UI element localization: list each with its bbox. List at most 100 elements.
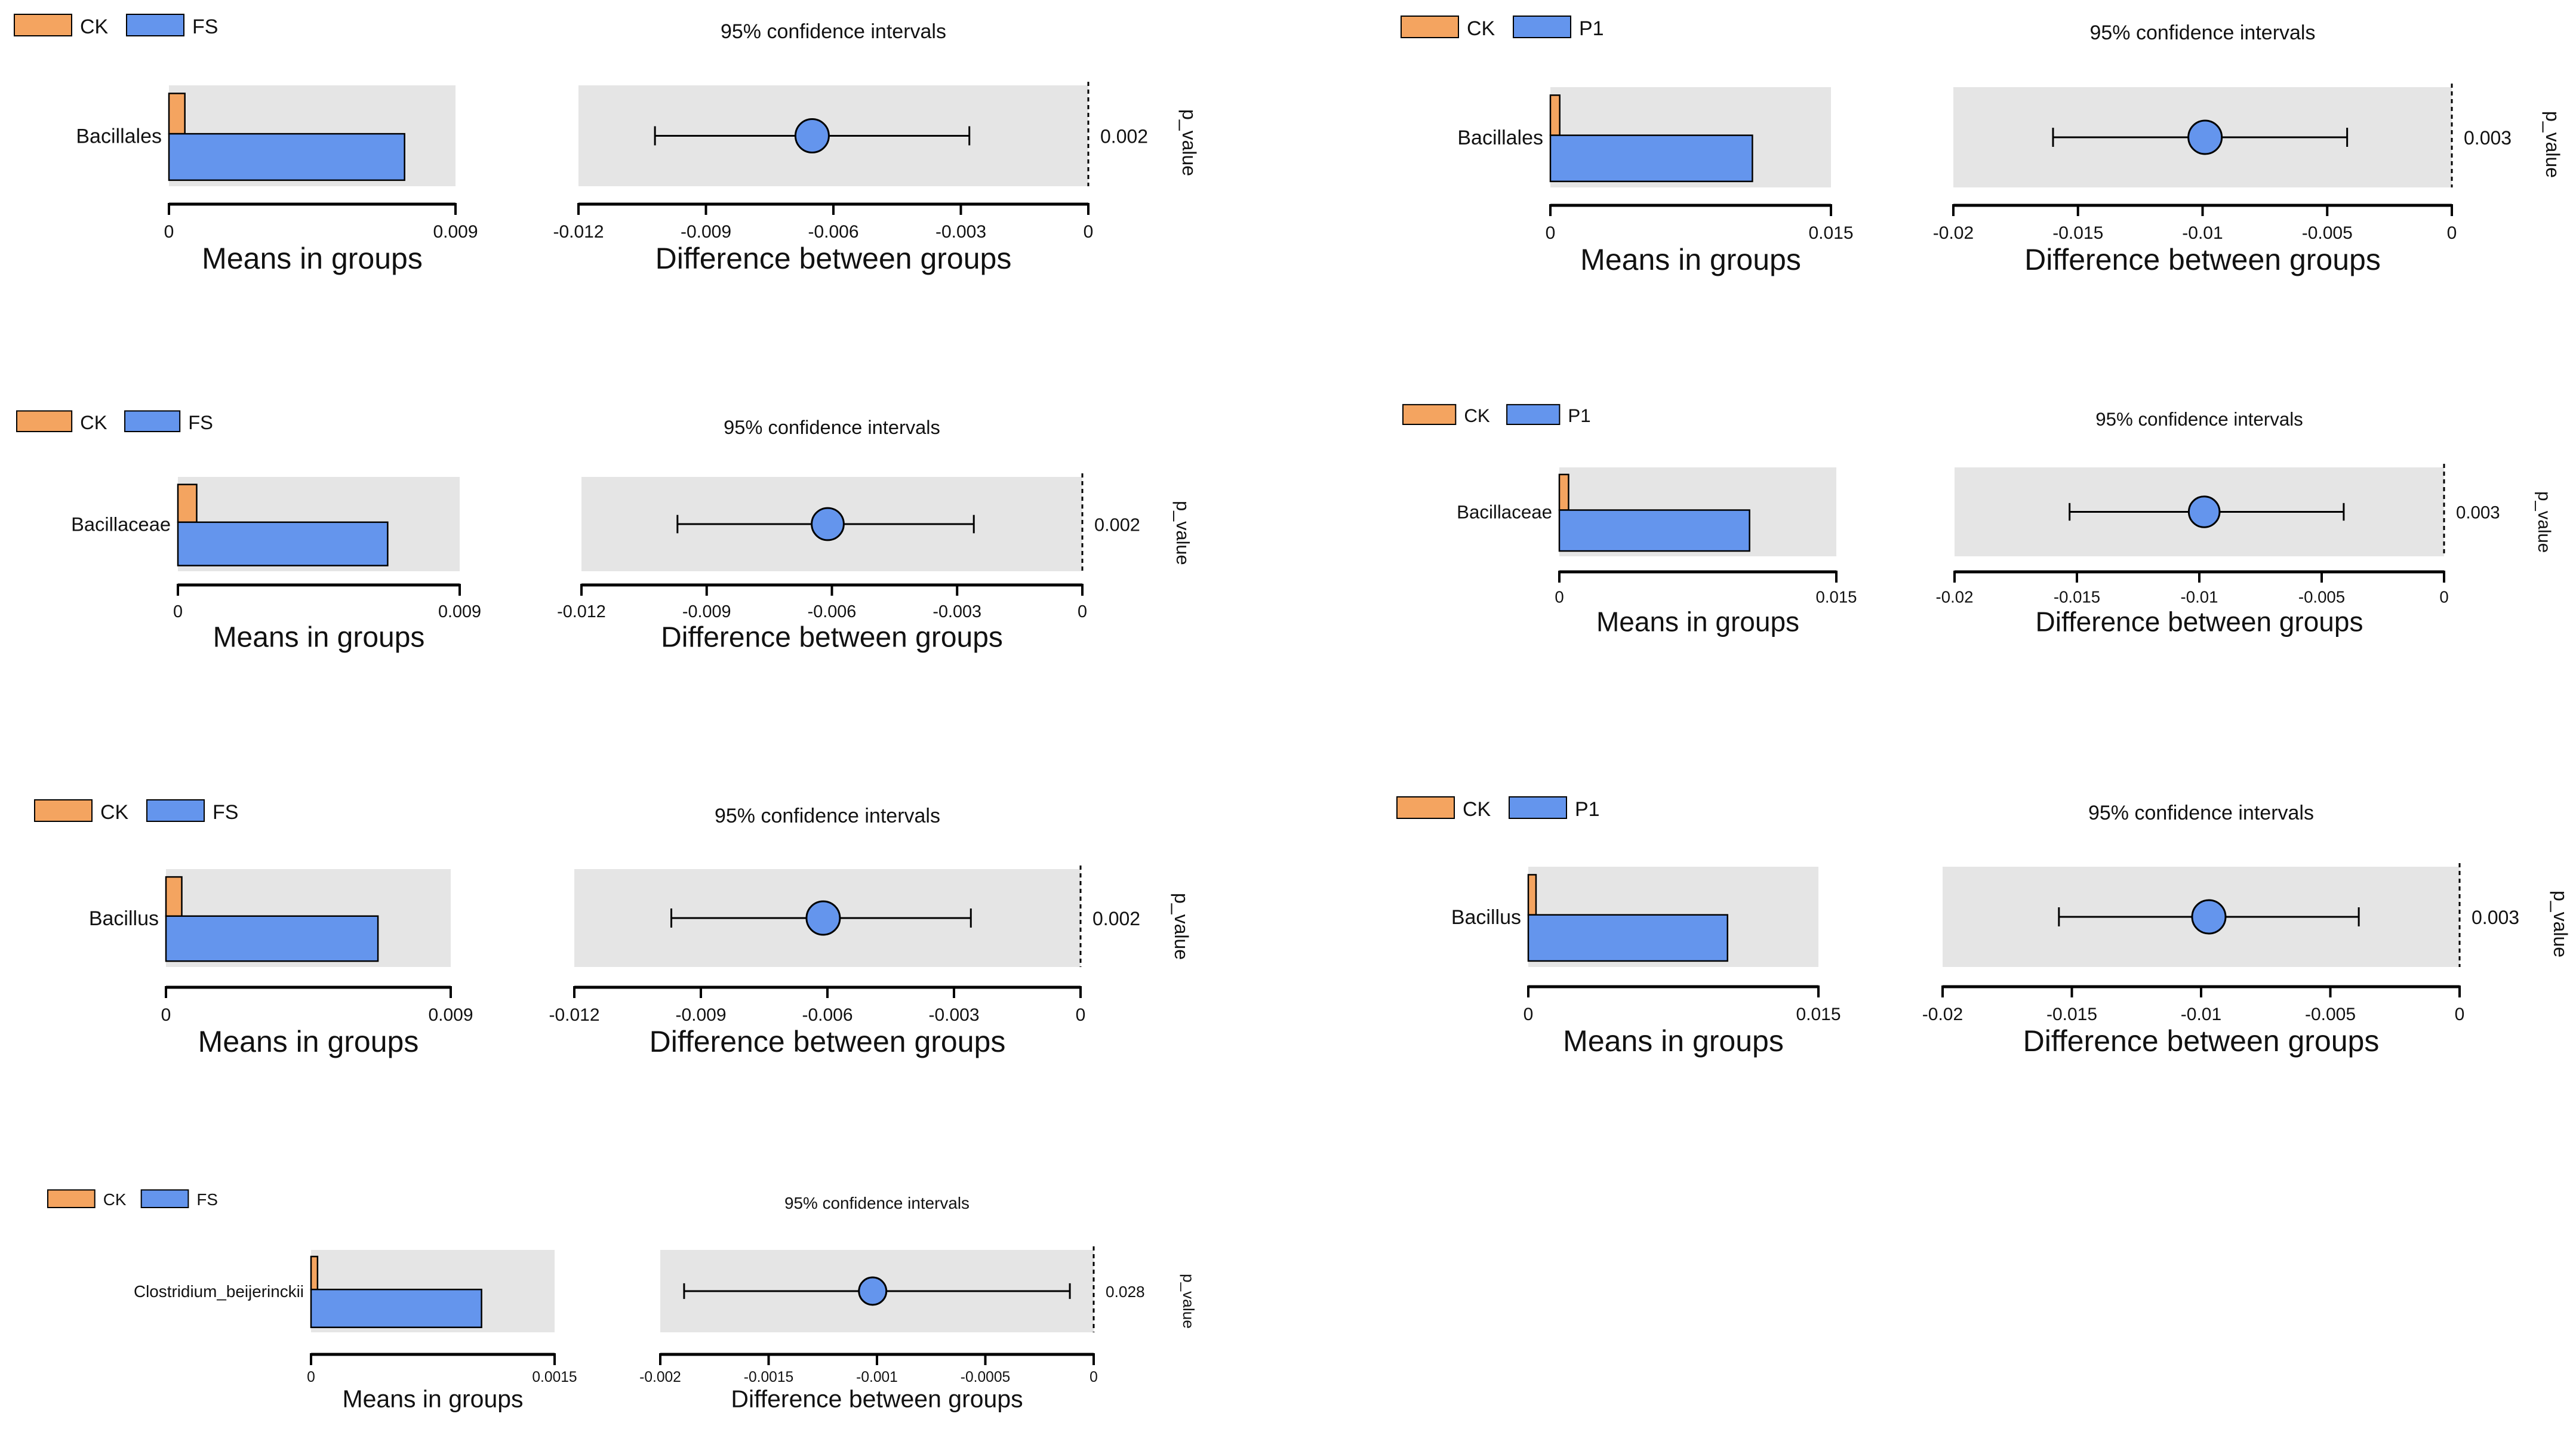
legend-swatch: [34, 799, 93, 822]
difference-point: [2191, 899, 2227, 935]
bar-axis-title: Means in groups: [213, 622, 425, 654]
legend-swatch: [1513, 16, 1571, 38]
legend-label: CK: [80, 411, 107, 433]
ci-tick-label: -0.003: [935, 222, 986, 242]
legend-label: P1: [1575, 798, 1600, 821]
legend-swatch: [146, 799, 205, 822]
chart-title: 95% confidence intervals: [2095, 409, 2303, 430]
ci-tick-label: -0.015: [2052, 223, 2103, 243]
ci-tick-label: 0: [1076, 1005, 1086, 1025]
legend-label: FS: [196, 1190, 218, 1209]
legend-swatch: [14, 14, 72, 36]
ci-tick-label: -0.01: [2181, 588, 2218, 606]
p-value: 0.003: [2472, 907, 2519, 928]
p-value: 0.002: [1092, 908, 1140, 929]
legend-swatch: [126, 14, 184, 36]
ci-tick-label: -0.002: [639, 1369, 681, 1385]
chart-title: 95% confidence intervals: [715, 805, 940, 827]
p-value-label: p_value: [1178, 109, 1200, 176]
bar-ck: [1549, 94, 1561, 136]
ci-tick-label: -0.015: [2046, 1005, 2097, 1024]
chart-panel: CK FS 95% confidence intervals Bacillaceae 0…: [16, 410, 1193, 654]
bar-treatment: [1549, 134, 1753, 183]
ci-axis-title: Difference between groups: [661, 622, 1003, 654]
ci-axis-title: Difference between groups: [650, 1025, 1006, 1058]
bar-treatment: [177, 521, 389, 566]
legend-swatch: [16, 410, 73, 433]
bar-axis-title: Means in groups: [198, 1025, 419, 1058]
bar-tick-label: 0: [1555, 588, 1564, 606]
legend-swatch: [124, 410, 181, 433]
bar-tick-label: 0.015: [1815, 588, 1857, 606]
chart-title: 95% confidence intervals: [784, 1194, 970, 1212]
ci-tick-label: -0.006: [808, 602, 857, 621]
ci-tick-label: -0.02: [1922, 1005, 1963, 1024]
legend-label: CK: [100, 801, 129, 824]
ci-tick-label: -0.0005: [961, 1369, 1010, 1385]
p-value: 0.003: [2464, 127, 2512, 149]
legend-label: P1: [1568, 405, 1590, 426]
ci-tick-label: 0: [2439, 588, 2448, 606]
bar-axis-title: Means in groups: [342, 1385, 523, 1413]
ci-axis-title: Difference between groups: [731, 1385, 1023, 1413]
ci-axis-title: Difference between groups: [2023, 1024, 2380, 1058]
p-value-label: p_value: [2534, 491, 2554, 553]
bar-tick-label: 0.009: [428, 1005, 473, 1025]
chart-panel: CK FS 95% confidence intervals Bacillus 0 0.0…: [34, 799, 1192, 1058]
legend-swatch: [1509, 796, 1567, 819]
ci-tick-label: -0.012: [549, 1005, 599, 1025]
bar-axis-title: Means in groups: [202, 242, 423, 275]
ci-axis-title: Difference between groups: [655, 242, 1012, 275]
bar-tick-label: 0.0015: [532, 1369, 577, 1385]
difference-point: [858, 1276, 888, 1306]
bar-ck: [310, 1255, 319, 1291]
ci-tick-label: 0: [2455, 1005, 2465, 1024]
legend-label: CK: [1467, 17, 1495, 40]
bar-ck: [1527, 874, 1537, 916]
difference-point: [794, 118, 830, 153]
chart-panel: CK FS 95% confidence intervals Clostridium_…: [47, 1189, 1198, 1413]
legend-swatch: [140, 1189, 189, 1208]
p-value-label: p_value: [1172, 501, 1193, 565]
chart-panel: CK P1 95% confidence intervals Bacillales 0 0…: [1401, 16, 2563, 276]
difference-point: [2187, 495, 2221, 528]
chart-panel: CK P1 95% confidence intervals Bacillus 0 0.0…: [1396, 796, 2571, 1058]
ci-tick-label: -0.0015: [744, 1369, 793, 1385]
p-value: 0.002: [1094, 515, 1140, 535]
bar-treatment: [1527, 914, 1728, 962]
ci-tick-label: -0.02: [1936, 588, 1974, 606]
bar-ck: [177, 483, 198, 523]
ci-tick-label: -0.01: [2182, 223, 2223, 243]
bar-treatment: [310, 1288, 482, 1328]
ci-tick-label: -0.009: [682, 602, 731, 621]
legend-swatch: [1396, 796, 1455, 819]
legend-swatch: [1506, 404, 1561, 426]
bar-tick-label: 0.015: [1808, 223, 1853, 243]
ci-tick-label: -0.012: [557, 602, 606, 621]
ci-tick-label: 0: [1078, 602, 1087, 621]
p-value-label: p_value: [1171, 893, 1192, 960]
bar-tick-label: 0.009: [433, 222, 478, 242]
bar-tick-label: 0: [161, 1005, 171, 1025]
legend-swatch: [1402, 404, 1457, 426]
bar-axis-title: Means in groups: [1563, 1024, 1784, 1058]
ci-tick-label: -0.003: [928, 1005, 979, 1025]
chart-title: 95% confidence intervals: [2088, 802, 2314, 824]
ci-tick-label: 0: [1084, 222, 1094, 242]
bar-treatment: [1558, 509, 1750, 552]
ci-axis-title: Difference between groups: [2024, 243, 2381, 276]
ci-tick-label: -0.012: [553, 222, 604, 242]
bar-ck: [168, 93, 186, 135]
bar-tick-label: 0: [1546, 223, 1556, 243]
p-value-label: p_value: [2542, 111, 2563, 178]
feature-label: Bacillaceae: [71, 513, 171, 535]
bar-tick-label: 0.009: [438, 602, 481, 621]
bar-axis-title: Means in groups: [1596, 606, 1799, 637]
difference-point: [2187, 119, 2223, 155]
bar-tick-label: 0: [307, 1369, 315, 1385]
ci-tick-label: -0.005: [2305, 1005, 2356, 1024]
legend-label: FS: [213, 801, 238, 824]
chart-panel: CK FS 95% confidence intervals Bacillales 0 0…: [14, 14, 1200, 275]
chart-title: 95% confidence intervals: [724, 416, 940, 438]
ci-tick-label: -0.01: [2181, 1005, 2221, 1024]
